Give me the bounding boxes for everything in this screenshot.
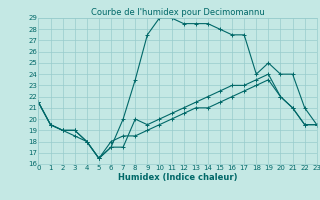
Title: Courbe de l'humidex pour Decimomannu: Courbe de l'humidex pour Decimomannu <box>91 8 264 17</box>
X-axis label: Humidex (Indice chaleur): Humidex (Indice chaleur) <box>118 173 237 182</box>
